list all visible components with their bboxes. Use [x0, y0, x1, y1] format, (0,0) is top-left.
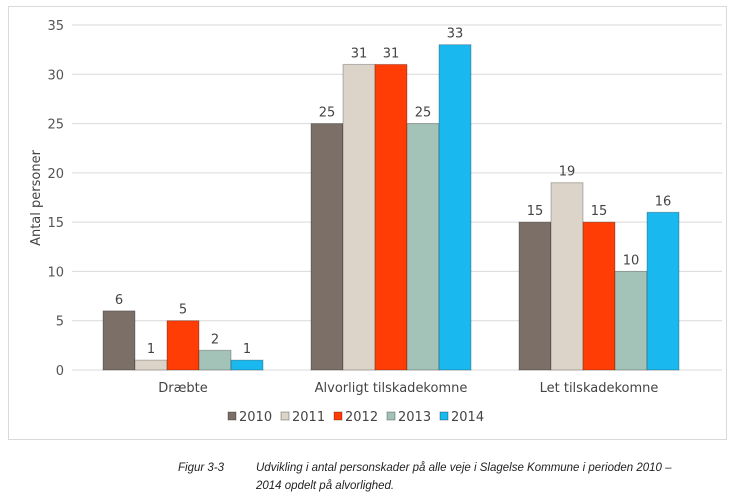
y-tick-label: 30	[47, 68, 64, 83]
bar-2013-2	[614, 270, 648, 371]
y-tick-label: 0	[56, 364, 64, 379]
legend-swatch-2010	[227, 411, 237, 421]
y-tick-label: 15	[47, 216, 64, 231]
legend-swatch-2012	[333, 411, 343, 421]
data-label: 31	[383, 46, 400, 61]
y-tick-label: 25	[47, 118, 64, 133]
data-label: 16	[655, 194, 672, 209]
bar-2014-1	[438, 44, 472, 371]
y-tick-label: 5	[56, 315, 64, 330]
data-label: 10	[623, 253, 640, 268]
legend-label: 2014	[451, 410, 484, 425]
bar-2013-1	[406, 123, 440, 371]
data-label: 6	[115, 293, 123, 308]
x-category-label: Dræbte	[158, 381, 207, 396]
legend-label: 2012	[345, 410, 378, 425]
bar-2012-0	[166, 320, 200, 371]
bar-2011-0	[134, 359, 168, 371]
y-axis-label: Antal personer	[29, 149, 44, 245]
bar-2012-1	[374, 63, 408, 371]
data-label: 1	[243, 342, 251, 357]
data-label: 19	[559, 165, 576, 180]
bar-2014-2	[646, 211, 680, 371]
bar-2013-0	[198, 349, 232, 371]
data-label: 2	[211, 332, 219, 347]
data-label: 15	[527, 204, 544, 219]
caption-label: Figur 3-3	[178, 462, 225, 474]
legend-label: 2011	[292, 410, 325, 425]
legend-swatch-2011	[280, 411, 290, 421]
y-tick-label: 10	[47, 265, 64, 280]
data-label: 31	[351, 46, 368, 61]
bar-2011-2	[550, 182, 584, 371]
caption-line-1: Udvikling i antal personskader på alle v…	[256, 462, 672, 474]
bar-2014-0	[230, 359, 264, 371]
legend-label: 2013	[398, 410, 431, 425]
legend-swatch-2013	[386, 411, 396, 421]
caption-line-2: 2014 opdelt på alvorlighed.	[256, 480, 395, 492]
data-label: 1	[147, 342, 155, 357]
chart-frame	[8, 6, 727, 440]
y-tick-label: 35	[47, 19, 64, 34]
data-label: 25	[415, 106, 432, 121]
legend-swatch-2014	[439, 411, 449, 421]
bar-2010-1	[310, 123, 344, 371]
y-tick-label: 20	[47, 167, 64, 182]
data-label: 15	[591, 204, 608, 219]
data-label: 5	[179, 303, 187, 318]
bar-2012-2	[582, 221, 616, 371]
bar-2010-2	[518, 221, 552, 371]
x-category-label: Let tilskadekomne	[540, 381, 659, 396]
data-label: 25	[319, 106, 336, 121]
data-label: 33	[447, 27, 464, 42]
bar-2011-1	[342, 63, 376, 371]
x-category-label: Alvorligt tilskadekomne	[315, 381, 468, 396]
legend-label: 2010	[239, 410, 272, 425]
bar-2010-0	[102, 310, 136, 371]
